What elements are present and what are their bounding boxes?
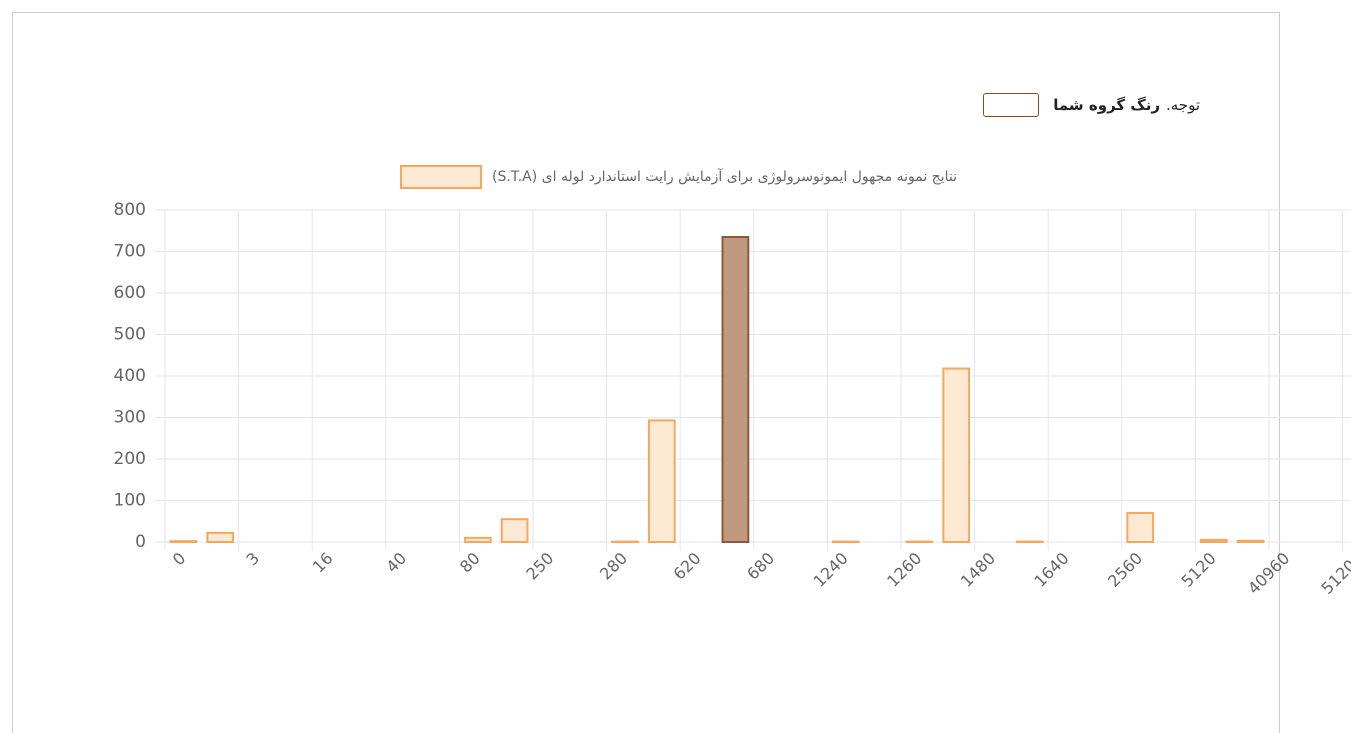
- x-tick-label: 250: [522, 549, 557, 584]
- x-tick-label: 1260: [883, 549, 925, 591]
- x-tick-label: 620: [670, 549, 705, 584]
- x-tick-label: 16: [309, 549, 337, 577]
- legend-swatch: [401, 166, 481, 188]
- y-tick-label: 700: [114, 242, 146, 262]
- bar: [649, 420, 675, 542]
- x-tick-label: 1240: [810, 549, 852, 591]
- y-tick-label: 200: [114, 449, 146, 469]
- y-tick-label: 500: [114, 325, 146, 345]
- bar: [207, 533, 233, 542]
- bar: [1201, 540, 1227, 542]
- y-tick-label: 400: [114, 366, 146, 386]
- x-tick-label: 280: [596, 549, 631, 584]
- bar: [943, 369, 969, 542]
- legend-label: نتایج نمونه مجهول ایمونوسرولوژی برای آزم…: [492, 168, 957, 185]
- x-tick-label: 2560: [1104, 549, 1146, 591]
- bar: [723, 237, 749, 542]
- bar: [1238, 541, 1264, 542]
- x-tick-label: 1480: [957, 549, 999, 591]
- bar: [465, 538, 491, 542]
- y-tick-label: 100: [114, 491, 146, 511]
- x-tick-label: 680: [743, 549, 778, 584]
- x-tick-label: 80: [456, 549, 484, 577]
- bar: [1127, 513, 1153, 542]
- bar: [171, 541, 197, 542]
- x-tick-label: 40: [382, 549, 410, 577]
- x-tick-label: 1640: [1030, 549, 1072, 591]
- x-tick-label: 5120: [1178, 549, 1220, 591]
- x-tick-label: 0: [169, 549, 190, 570]
- y-tick-label: 600: [114, 283, 146, 303]
- x-tick-label: 3: [242, 549, 263, 570]
- bar: [502, 519, 528, 542]
- x-tick-label: 51200: [1318, 549, 1351, 598]
- y-tick-label: 800: [114, 200, 146, 220]
- y-tick-label: 300: [114, 408, 146, 428]
- y-tick-label: 0: [135, 532, 146, 552]
- x-tick-label: 40960: [1244, 549, 1293, 598]
